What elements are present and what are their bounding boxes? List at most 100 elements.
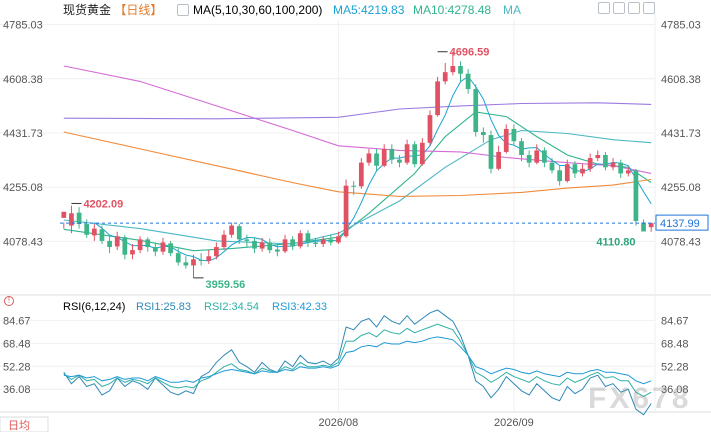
ma5-value: MA5:4219.83 xyxy=(333,3,405,17)
candle-body xyxy=(152,247,158,252)
candle-body xyxy=(366,153,372,163)
candle-body xyxy=(183,262,189,266)
candle-body xyxy=(473,89,479,132)
ma100-line xyxy=(63,131,652,197)
candle-body xyxy=(427,115,433,143)
candle-body xyxy=(221,234,227,248)
y-tick-left: 4078.43 xyxy=(3,236,43,248)
rsi-y-tick-right: 68.48 xyxy=(661,338,689,350)
ma10-value: MA10:4278.48 xyxy=(413,3,492,17)
candle-body xyxy=(267,242,273,251)
candle-body xyxy=(336,236,341,243)
candle-body xyxy=(282,239,288,252)
annotation-label: 4110.80 xyxy=(596,236,635,248)
candle-body xyxy=(381,148,387,166)
rsi-y-tick-right: 84.67 xyxy=(661,315,689,327)
candle-body xyxy=(435,81,440,116)
y-tick-right: 4078.43 xyxy=(661,236,701,248)
rsi-y-tick-right: 36.08 xyxy=(661,384,689,396)
candle-body xyxy=(442,72,448,82)
layout-icon[interactable] xyxy=(628,2,640,14)
x-tick-label: 2026/09 xyxy=(494,417,534,429)
ma-label: MA(5,10,30,60,100,200) xyxy=(193,3,323,17)
indicator-settings-icon[interactable] xyxy=(177,4,189,16)
candle-body xyxy=(648,223,654,228)
candle-body xyxy=(305,233,311,243)
candle-body xyxy=(61,211,67,218)
candle-body xyxy=(618,162,624,174)
candle-body xyxy=(130,250,135,255)
rsi1-value: RSI1:25.83 xyxy=(136,301,192,313)
candle-body xyxy=(557,170,563,182)
candle-body xyxy=(160,242,166,252)
candle-body xyxy=(252,240,257,249)
y-tick-right: 4431.73 xyxy=(661,128,701,140)
candle-body xyxy=(358,162,364,187)
candle-body xyxy=(564,164,570,182)
candle-body xyxy=(198,259,204,261)
candle-body xyxy=(107,240,112,248)
candle-body xyxy=(603,155,608,168)
candle-body xyxy=(114,236,120,247)
ma60-line xyxy=(63,65,652,174)
y-tick-left: 4608.38 xyxy=(3,74,43,86)
candle-body xyxy=(481,131,486,136)
instrument-name: 现货黄金 xyxy=(63,3,112,17)
ma-more-label: MA xyxy=(503,3,521,17)
candle-body xyxy=(419,142,425,165)
candle-body xyxy=(259,242,265,249)
candle-body xyxy=(69,213,74,226)
expand-icon[interactable] xyxy=(613,2,625,14)
y-tick-left: 4431.73 xyxy=(3,128,43,140)
candle-body xyxy=(351,185,357,187)
rsi-series-rsi2 xyxy=(63,323,652,397)
candle-body xyxy=(313,242,318,244)
annotation-label: 4696.59 xyxy=(450,47,490,59)
y-tick-right: 4608.38 xyxy=(661,74,701,86)
candle-body xyxy=(328,239,334,243)
candle-body xyxy=(229,225,234,235)
header-title: 现货黄金 【日线】 xyxy=(63,2,162,18)
candle-body xyxy=(320,239,326,244)
candle-body xyxy=(595,155,601,159)
rsi-series-rsi1 xyxy=(63,309,652,416)
candle-body xyxy=(526,155,532,163)
corner-badge-label: 日均 xyxy=(8,419,30,432)
period-label[interactable]: 【日线】 xyxy=(114,3,163,17)
candle-body xyxy=(389,148,395,160)
candle-body xyxy=(168,243,173,254)
y-tick-left: 4255.08 xyxy=(3,182,43,194)
y-tick-left: 4785.03 xyxy=(3,20,43,32)
candle-body xyxy=(206,256,212,261)
annotation-label: 4202.09 xyxy=(83,198,123,210)
candle-body xyxy=(374,153,379,166)
alert-icon[interactable]: ! xyxy=(4,296,14,306)
candle-body xyxy=(214,247,219,257)
ma200-line xyxy=(63,102,652,120)
candle-body xyxy=(290,239,296,247)
candle-body xyxy=(580,168,585,174)
candle-body xyxy=(297,233,303,247)
candle-body xyxy=(488,135,494,169)
candle-body xyxy=(343,185,349,237)
candle-body xyxy=(542,150,547,163)
annotation-label: 3959.56 xyxy=(205,279,245,291)
grid-icon[interactable] xyxy=(598,2,610,14)
candle-body xyxy=(610,162,616,168)
ma5-line xyxy=(93,75,652,262)
candle-body xyxy=(76,212,82,225)
candle-body xyxy=(519,141,524,155)
candle-body xyxy=(275,249,280,252)
candle-body xyxy=(244,239,250,241)
candle-body xyxy=(458,66,463,74)
ma30-line xyxy=(63,129,652,245)
candle-body xyxy=(534,150,540,163)
rsi-label: RSI(6,12,24) xyxy=(63,301,126,313)
close-icon[interactable] xyxy=(643,2,655,14)
x-tick-label: 2026/08 xyxy=(319,417,359,429)
rsi2-value: RSI2:34.54 xyxy=(204,301,260,313)
candle-body xyxy=(641,222,646,232)
candle-body xyxy=(496,151,501,169)
rsi-y-tick-right: 52.28 xyxy=(661,361,689,373)
